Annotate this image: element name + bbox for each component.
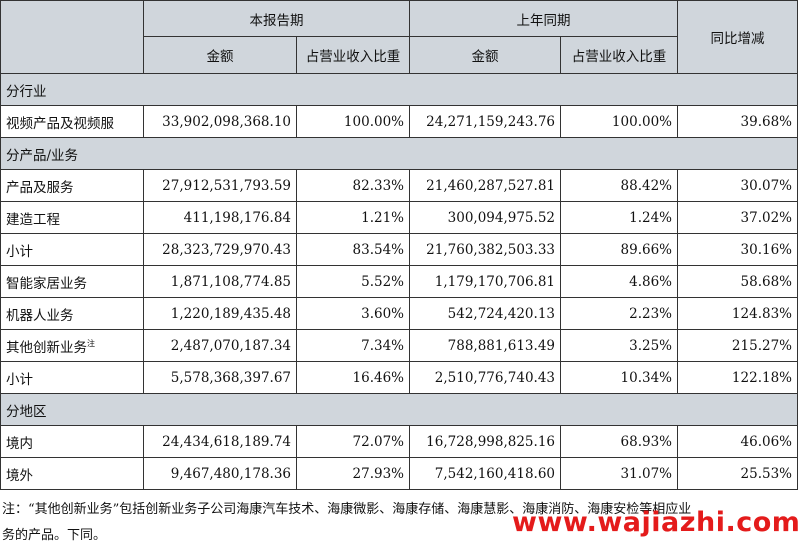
section-row: 分行业 [0, 73, 798, 106]
prior-amount-cell: 1,179,170,706.81 [409, 265, 561, 298]
table-row: 产品及服务 27,912,531,793.59 82.33% 21,460,287,5… [0, 169, 798, 202]
row-label: 境外 [0, 457, 144, 490]
table-row: 机器人业务 1,220,189,435.48 3.60% 542,724,420.13… [0, 297, 798, 330]
table-row: 小计 28,323,729,970.43 83.54% 21,760,382,503.… [0, 233, 798, 266]
prior-ratio-cell: 100.00% [560, 105, 678, 138]
section-title: 分行业 [0, 73, 798, 106]
current-ratio-cell: 5.52% [296, 265, 410, 298]
current-ratio-cell: 1.21% [296, 201, 410, 234]
table-body: 分行业 视频产品及视频服 33,902,098,368.10 100.00% 24,27… [0, 73, 798, 490]
yoy-change-cell: 30.07% [677, 169, 798, 202]
current-amount-cell: 1,220,189,435.48 [143, 297, 297, 330]
prior-amount-cell: 21,460,287,527.81 [409, 169, 561, 202]
watermark: www.wajiazhi.com [512, 507, 800, 538]
current-ratio-cell: 83.54% [296, 233, 410, 266]
prior-amount-cell: 300,094,975.52 [409, 201, 561, 234]
row-label: 小计 [0, 233, 144, 266]
section-title: 分地区 [0, 393, 798, 426]
current-amount-cell: 24,434,618,189.74 [143, 425, 297, 458]
row-label: 视频产品及视频服 [0, 105, 144, 138]
table-row: 境内 24,434,618,189.74 72.07% 16,728,998,825.… [0, 425, 798, 458]
section-row: 分产品/业务 [0, 137, 798, 170]
prior-ratio-cell: 2.23% [560, 297, 678, 330]
footnote-line-2: 务的产品。下同。 [2, 528, 107, 543]
current-amount-cell: 411,198,176.84 [143, 201, 297, 234]
prior-amount-cell: 24,271,159,243.76 [409, 105, 561, 138]
prior-ratio-cell: 10.34% [560, 361, 678, 394]
header-blank-cell [0, 0, 144, 74]
prior-ratio-cell: 4.86% [560, 265, 678, 298]
current-amount-cell: 1,871,108,774.85 [143, 265, 297, 298]
row-label: 机器人业务 [0, 297, 144, 330]
prior-amount-cell: 16,728,998,825.16 [409, 425, 561, 458]
footnote-line-1: 注：“其他创新业务”包括创新业务子公司海康汽车技术、海康微影、海康存储、海康慧影… [2, 502, 692, 517]
table-row: 小计 5,578,368,397.67 16.46% 2,510,776,740.43… [0, 361, 798, 394]
yoy-change-cell: 122.18% [677, 361, 798, 394]
current-ratio-cell: 82.33% [296, 169, 410, 202]
header-prior-ratio: 占营业收入比重 [560, 36, 678, 74]
table-row: 其他创新业务注 2,487,070,187.34 7.34% 788,881,613.… [0, 329, 798, 362]
row-label: 其他创新业务注 [0, 329, 144, 362]
revenue-breakdown-table: 本报告期 上年同期 同比增减 金额 占营业收入比重 金额 占营业收入比重 分行业… [0, 0, 798, 490]
current-ratio-cell: 72.07% [296, 425, 410, 458]
header-prior-amount: 金额 [409, 36, 561, 74]
table-row: 境外 9,467,480,178.36 27.93% 7,542,160,418.60… [0, 457, 798, 490]
header-current-ratio: 占营业收入比重 [296, 36, 410, 74]
prior-amount-cell: 21,760,382,503.33 [409, 233, 561, 266]
prior-ratio-cell: 31.07% [560, 457, 678, 490]
footnote: 注：“其他创新业务”包括创新业务子公司海康汽车技术、海康微影、海康存储、海康慧影… [2, 497, 798, 549]
yoy-change-cell: 30.16% [677, 233, 798, 266]
row-label: 产品及服务 [0, 169, 144, 202]
yoy-change-cell: 25.53% [677, 457, 798, 490]
row-label: 小计 [0, 361, 144, 394]
row-label: 建造工程 [0, 201, 144, 234]
current-amount-cell: 28,323,729,970.43 [143, 233, 297, 266]
current-amount-cell: 2,487,070,187.34 [143, 329, 297, 362]
table-row: 智能家居业务 1,871,108,774.85 5.52% 1,179,170,706… [0, 265, 798, 298]
yoy-change-cell: 39.68% [677, 105, 798, 138]
prior-amount-cell: 2,510,776,740.43 [409, 361, 561, 394]
yoy-change-cell: 37.02% [677, 201, 798, 234]
row-label: 智能家居业务 [0, 265, 144, 298]
current-ratio-cell: 16.46% [296, 361, 410, 394]
section-title: 分产品/业务 [0, 137, 798, 170]
footnote-marker: 注 [87, 338, 95, 348]
prior-amount-cell: 788,881,613.49 [409, 329, 561, 362]
header-yoy-change: 同比增减 [677, 0, 798, 74]
table-row: 视频产品及视频服 33,902,098,368.10 100.00% 24,271,1… [0, 105, 798, 138]
current-amount-cell: 5,578,368,397.67 [143, 361, 297, 394]
yoy-change-cell: 124.83% [677, 297, 798, 330]
table-row: 建造工程 411,198,176.84 1.21% 300,094,975.52 1.2… [0, 201, 798, 234]
row-label-text: 其他创新业务 [6, 339, 87, 356]
current-amount-cell: 33,902,098,368.10 [143, 105, 297, 138]
yoy-change-cell: 58.68% [677, 265, 798, 298]
prior-amount-cell: 542,724,420.13 [409, 297, 561, 330]
prior-ratio-cell: 1.24% [560, 201, 678, 234]
prior-ratio-cell: 68.93% [560, 425, 678, 458]
current-amount-cell: 27,912,531,793.59 [143, 169, 297, 202]
header-current-amount: 金额 [143, 36, 297, 74]
header-current-period: 本报告期 [143, 0, 410, 37]
section-row: 分地区 [0, 393, 798, 426]
table-header: 本报告期 上年同期 同比增减 金额 占营业收入比重 金额 占营业收入比重 [0, 0, 798, 74]
prior-ratio-cell: 89.66% [560, 233, 678, 266]
current-amount-cell: 9,467,480,178.36 [143, 457, 297, 490]
current-ratio-cell: 7.34% [296, 329, 410, 362]
current-ratio-cell: 3.60% [296, 297, 410, 330]
prior-ratio-cell: 3.25% [560, 329, 678, 362]
current-ratio-cell: 100.00% [296, 105, 410, 138]
yoy-change-cell: 46.06% [677, 425, 798, 458]
prior-ratio-cell: 88.42% [560, 169, 678, 202]
prior-amount-cell: 7,542,160,418.60 [409, 457, 561, 490]
yoy-change-cell: 215.27% [677, 329, 798, 362]
current-ratio-cell: 27.93% [296, 457, 410, 490]
row-label: 境内 [0, 425, 144, 458]
header-prior-period: 上年同期 [409, 0, 678, 37]
